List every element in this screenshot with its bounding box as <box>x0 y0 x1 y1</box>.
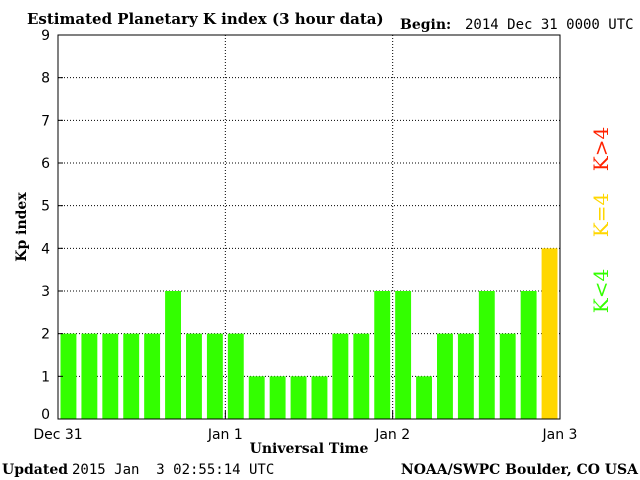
x-tick-label: Jan 2 <box>374 427 410 443</box>
y-tick-labels: 0 1 2 3 4 5 6 7 8 9 <box>41 28 50 423</box>
axis-ticks <box>57 34 561 420</box>
kp-bar <box>165 291 181 419</box>
kp-bar <box>457 333 474 419</box>
kp-bar <box>353 333 370 419</box>
y-tick-label: 1 <box>41 369 50 385</box>
plot-frame <box>57 34 561 420</box>
x-tick-label: Jan 1 <box>207 427 243 443</box>
kp-bar <box>227 333 244 419</box>
y-tick-label: 3 <box>41 284 50 300</box>
kp-bar <box>374 291 391 419</box>
kp-bar <box>395 291 412 419</box>
source-credit: NOAA/SWPC Boulder, CO USA <box>401 462 639 478</box>
kp-bar <box>269 376 286 419</box>
kp-bar <box>437 333 453 419</box>
kp-bar <box>60 333 77 419</box>
y-tick-label: 4 <box>41 241 50 257</box>
grid-lines <box>58 35 560 419</box>
kp-bar <box>186 333 202 419</box>
kp-bar <box>102 333 119 419</box>
kp-bar <box>311 376 328 419</box>
updated-value: 2015 Jan 3 02:55:14 UTC <box>72 462 274 478</box>
bars <box>60 248 558 419</box>
begin-label: Begin: <box>400 17 451 33</box>
legend-k-less-than-4: K<4 <box>589 269 613 313</box>
kp-bar <box>416 376 432 419</box>
kp-bar <box>123 333 140 419</box>
kp-bar <box>520 291 537 419</box>
begin-value: 2014 Dec 31 0000 UTC <box>465 17 634 33</box>
kp-bar <box>541 248 558 419</box>
x-tick-label: Jan 3 <box>542 427 578 443</box>
y-tick-label: 6 <box>41 156 50 172</box>
y-tick-label: 9 <box>41 28 50 44</box>
x-tick-labels: Dec 31 Jan 1 Jan 2 Jan 3 <box>33 427 577 443</box>
y-tick-label: 8 <box>41 71 50 87</box>
y-axis-label: Kp index <box>14 192 30 262</box>
kp-bar <box>81 333 98 419</box>
y-tick-label: 2 <box>41 327 50 343</box>
kp-bar <box>206 333 223 419</box>
updated-label: Updated <box>2 462 68 478</box>
legend-k-equals-4: K=4 <box>589 193 613 237</box>
y-tick-label: 0 <box>41 407 50 423</box>
kp-bar <box>332 333 349 419</box>
kp-bar <box>290 376 307 419</box>
y-tick-label: 5 <box>41 199 50 215</box>
kp-bar <box>499 333 516 419</box>
x-axis-label: Universal Time <box>250 441 369 457</box>
kp-bar <box>478 291 495 419</box>
chart-title: Estimated Planetary K index (3 hour data… <box>27 10 384 28</box>
legend-k-greater-than-4: K>4 <box>589 127 613 171</box>
x-tick-label: Dec 31 <box>33 427 82 443</box>
kp-bar <box>144 333 161 419</box>
kp-bar <box>248 376 265 419</box>
y-tick-label: 7 <box>41 113 50 129</box>
